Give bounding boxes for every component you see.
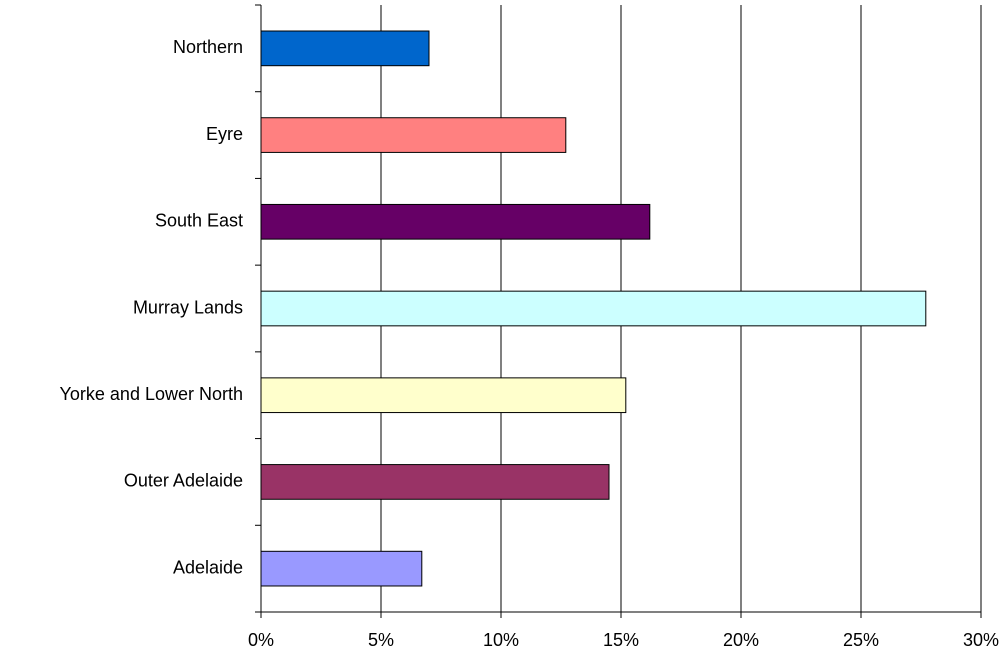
bar — [260, 203, 651, 240]
bar — [260, 464, 610, 500]
x-tick-label: 5% — [368, 630, 394, 650]
x-tick-label: 0% — [248, 630, 274, 650]
bar — [260, 30, 430, 67]
y-tick-label: Northern — [173, 37, 243, 57]
y-tick-label: Yorke and Lower North — [60, 384, 243, 404]
y-tick-label: South East — [155, 211, 243, 231]
y-tick-label: Murray Lands — [133, 297, 243, 317]
y-tick-label: Outer Adelaide — [124, 471, 243, 491]
x-tick-label: 15% — [603, 630, 639, 650]
x-tick-label: 25% — [843, 630, 879, 650]
x-tick-label: 10% — [483, 630, 519, 650]
x-tick-label: 30% — [963, 630, 999, 650]
x-tick-label: 20% — [723, 630, 759, 650]
bar — [260, 377, 627, 414]
bar — [260, 290, 927, 327]
y-tick-label: Adelaide — [173, 557, 243, 577]
bar — [260, 550, 423, 587]
bar — [260, 117, 567, 153]
y-tick-label: Eyre — [206, 124, 243, 144]
